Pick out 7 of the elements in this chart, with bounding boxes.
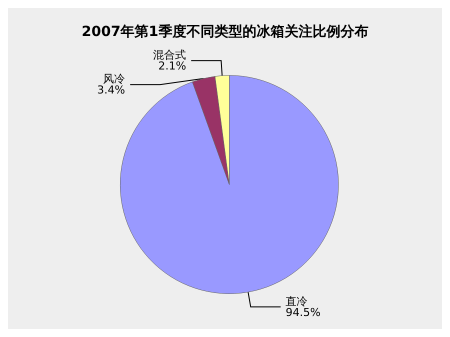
slice-label: 直冷 [286,294,308,308]
data-label: 3.4% [97,84,126,97]
data-label: 94.5% [286,306,321,319]
data-label: 2.1% [158,60,186,73]
slice-label: 风冷 [103,72,126,86]
slice-label: 混合式 [153,48,186,62]
chart-title: 2007年第1季度不同类型的冰箱关注比例分布 [82,23,368,40]
